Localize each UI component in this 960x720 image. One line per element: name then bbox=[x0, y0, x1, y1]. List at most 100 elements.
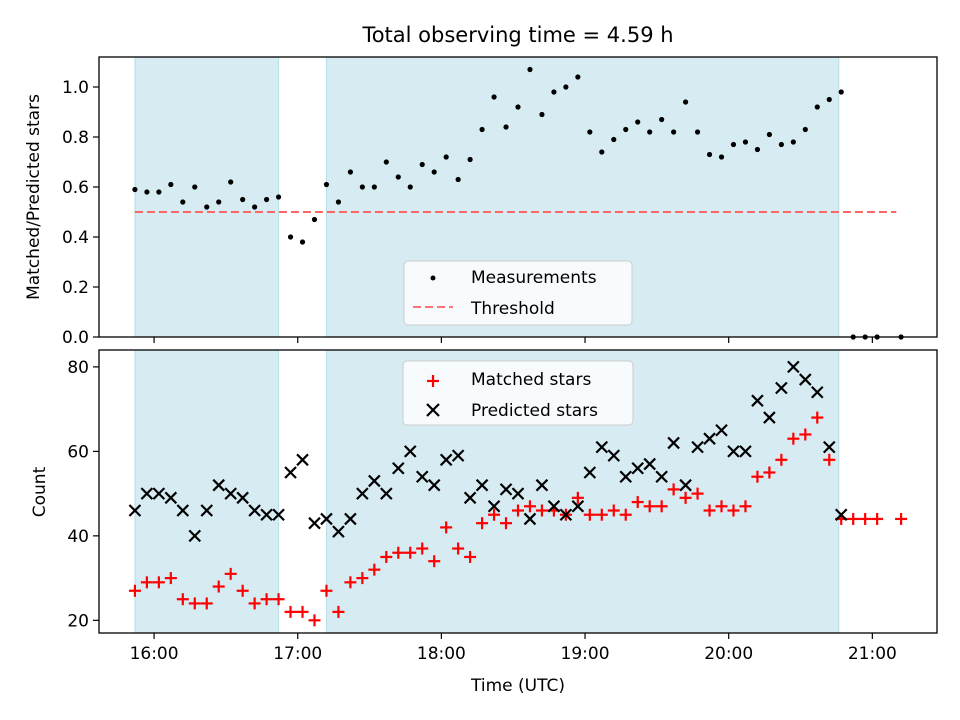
predicted-point bbox=[787, 360, 800, 374]
predicted-point bbox=[751, 394, 764, 407]
matched-point bbox=[296, 605, 309, 618]
matched-point bbox=[523, 500, 536, 513]
matched-point bbox=[272, 593, 285, 606]
bottom-legend: Matched stars Predicted stars bbox=[402, 360, 634, 426]
legend-matched-marker bbox=[427, 375, 439, 387]
top-y-axis-label: Matched/Predicted stars bbox=[24, 94, 44, 300]
matched-point bbox=[871, 512, 884, 525]
predicted-point bbox=[332, 525, 345, 538]
legend-matched-label: Matched stars bbox=[471, 370, 591, 390]
matched-point bbox=[260, 593, 273, 606]
matched-point bbox=[655, 500, 668, 513]
measurement-point bbox=[671, 129, 677, 135]
measurement-point bbox=[407, 184, 413, 190]
predicted-point bbox=[176, 504, 190, 517]
x-tick-label: 16:00 bbox=[130, 644, 179, 664]
measurement-point bbox=[718, 154, 725, 160]
matched-point bbox=[595, 508, 608, 521]
measurement-point bbox=[683, 99, 689, 105]
measurement-point bbox=[395, 174, 401, 180]
predicted-point bbox=[607, 449, 621, 462]
predicted-point bbox=[834, 508, 848, 522]
measurement-point bbox=[754, 146, 761, 153]
predicted-point bbox=[128, 504, 142, 517]
matched-point bbox=[332, 605, 345, 618]
predicted-point bbox=[667, 436, 680, 450]
matched-point bbox=[416, 542, 429, 555]
measurements-series bbox=[132, 66, 904, 340]
matched-point bbox=[643, 500, 656, 513]
y-tick-label: 0.0 bbox=[62, 328, 89, 348]
y-tick-label: 0.4 bbox=[62, 228, 89, 248]
measurement-point bbox=[192, 184, 198, 190]
predicted-point bbox=[236, 491, 249, 505]
matched-point bbox=[224, 567, 237, 580]
matched-point bbox=[440, 521, 453, 534]
matched-point bbox=[619, 508, 632, 521]
legend-predicted-marker bbox=[426, 403, 440, 417]
matched-point bbox=[607, 504, 620, 517]
matched-point bbox=[847, 512, 860, 525]
predicted-point bbox=[140, 487, 154, 500]
measurement-point bbox=[455, 176, 461, 183]
predicted-point bbox=[356, 487, 369, 500]
matched-point bbox=[500, 517, 513, 530]
measurement-point bbox=[264, 196, 270, 203]
top-x-ticks bbox=[153, 337, 873, 343]
axes-frame bbox=[98, 56, 938, 338]
predicted-point bbox=[380, 487, 393, 500]
measurement-point bbox=[611, 136, 617, 143]
matched-point bbox=[691, 487, 704, 500]
measurement-point bbox=[156, 189, 162, 195]
predicted-point bbox=[583, 466, 597, 479]
bottom-y-axis: 20 40 60 80 bbox=[67, 358, 99, 631]
legend-measurements-label: Measurements bbox=[471, 268, 597, 288]
matched-point bbox=[811, 411, 824, 424]
measurement-point bbox=[287, 234, 294, 240]
predicted-point bbox=[595, 440, 609, 454]
top-legend: Measurements Threshold bbox=[403, 260, 633, 326]
measurement-point bbox=[491, 94, 497, 100]
measurement-point bbox=[802, 126, 808, 133]
bottom-axes-frame bbox=[98, 349, 938, 634]
matched-point bbox=[356, 572, 369, 585]
matched-point bbox=[128, 584, 141, 597]
bottom-legend-box bbox=[402, 360, 634, 426]
measurement-point bbox=[551, 89, 557, 95]
bottom-x-axis: 16:00 17:00 18:00 19:00 20:00 21:00 bbox=[130, 633, 897, 664]
predicted-point bbox=[559, 508, 573, 522]
top-axes-frame bbox=[98, 56, 938, 338]
measurement-point bbox=[766, 131, 773, 138]
legend-predicted-label: Predicted stars bbox=[471, 401, 598, 421]
matched-point bbox=[308, 614, 321, 627]
matched-point bbox=[512, 504, 524, 517]
measurement-point bbox=[275, 194, 282, 200]
matched-point bbox=[392, 546, 405, 559]
matched-point bbox=[452, 542, 465, 555]
matched-point bbox=[344, 576, 357, 589]
measurement-point bbox=[431, 169, 437, 175]
measurement-point bbox=[180, 199, 186, 205]
top-y-axis: 0.0 0.2 0.4 0.6 0.8 1.0 bbox=[62, 78, 99, 348]
predicted-point bbox=[284, 466, 297, 479]
x-axis-label: Time (UTC) bbox=[470, 676, 565, 696]
measurement-point bbox=[742, 139, 749, 145]
matched-point bbox=[631, 496, 644, 509]
predicted-point bbox=[439, 453, 453, 467]
predicted-point bbox=[487, 500, 501, 513]
predicted-point bbox=[152, 487, 166, 500]
predicted-point bbox=[224, 487, 237, 500]
measurement-point bbox=[479, 126, 485, 133]
measurement-point bbox=[311, 216, 318, 223]
matched-point bbox=[751, 470, 764, 483]
matched-point bbox=[140, 576, 153, 589]
predicted-point bbox=[775, 381, 788, 395]
matched-point bbox=[775, 453, 788, 466]
predicted-point bbox=[475, 478, 489, 492]
predicted-point bbox=[296, 453, 309, 467]
matched-point bbox=[428, 555, 441, 568]
matched-point bbox=[284, 605, 297, 618]
shaded-interval bbox=[134, 56, 280, 338]
matched-point bbox=[188, 597, 201, 610]
measurement-point bbox=[371, 184, 377, 190]
